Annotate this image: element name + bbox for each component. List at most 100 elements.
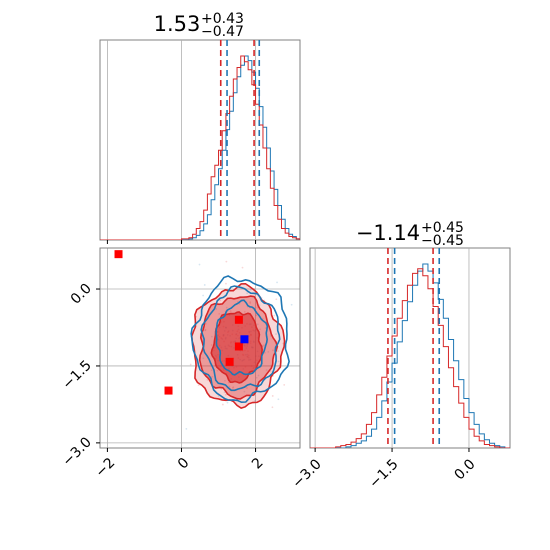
hist-y-panel: −3.0 −1.5 0.0 −1.14 +0.45 −0.45 [289, 220, 511, 492]
hist-y-ticks: −3.0 −1.5 0.0 [289, 448, 479, 492]
scatter-sample-dot [204, 328, 207, 331]
scatter-sample-dot [225, 306, 228, 309]
hist-y-title-minus: −0.45 [421, 233, 464, 249]
hist-x-series-red [100, 55, 300, 240]
hist-x-frame [99, 39, 301, 241]
scatter-sample-dot [257, 374, 260, 377]
scatter-sample-dot [249, 302, 252, 305]
scatter-sample-dot [273, 314, 276, 317]
scatter-sample-dot [224, 393, 227, 396]
scatter-marker-blue-0 [240, 335, 249, 344]
scatter-sample-dot [272, 349, 274, 352]
scatter-sample-dot [215, 308, 218, 310]
scatter-marker-red-1 [164, 386, 173, 395]
scatter-sample-dot [198, 263, 201, 266]
hist-y-tick-label-1: −1.5 [366, 456, 401, 491]
scatter-sample-dot [290, 303, 293, 306]
hist-y-content [310, 248, 510, 448]
scatter-sample-dot [283, 383, 286, 386]
scatter-sample-dot [265, 369, 268, 371]
scatter-sample-dot [259, 328, 261, 331]
scatter-ytick-label-1: −1.5 [59, 357, 94, 392]
hist-y-frame [309, 247, 511, 449]
scatter-sample-dot [197, 384, 200, 387]
hist-x-title-value: 1.53 [154, 12, 201, 36]
scatter-sample-dot [276, 281, 278, 284]
scatter-sample-dot [229, 310, 232, 313]
scatter-sample-dot [211, 375, 214, 378]
scatter-sample-dot [271, 395, 274, 397]
scatter-2d-frame [99, 247, 301, 449]
scatter-sample-dot [258, 304, 261, 307]
scatter-xtick-label-2: 2 [249, 455, 267, 473]
scatter-sample-dot [269, 370, 272, 373]
scatter-sample-dot [249, 301, 252, 303]
scatter-sample-dot [210, 335, 213, 338]
scatter-sample-dot [241, 266, 244, 269]
scatter-sample-dot [264, 351, 266, 354]
scatter-xtick-label-1: 0 [175, 455, 193, 473]
hist-y-title-value: −1.14 [356, 221, 420, 245]
hist-y-title-plus: +0.45 [421, 220, 464, 236]
scatter-sample-dot [226, 401, 229, 404]
scatter-sample-dot [204, 322, 207, 325]
scatter-sample-dot [202, 294, 205, 297]
hist-y-series-red [310, 268, 510, 448]
scatter-sample-dot [277, 350, 279, 352]
scatter-sample-dot [216, 369, 219, 372]
scatter-sample-dot [231, 387, 234, 389]
scatter-sample-dot [225, 260, 228, 263]
scatter-sample-dot [204, 329, 207, 332]
scatter-sample-dot [227, 381, 230, 384]
scatter-contour-blue-4 [200, 285, 281, 392]
scatter-sample-dot [210, 344, 213, 346]
hist-x-content [100, 40, 300, 240]
scatter-sample-dot [277, 360, 280, 363]
scatter-ytick-label-2: −3.0 [59, 434, 94, 469]
scatter-sample-dot [275, 333, 277, 335]
scatter-sample-dot [228, 385, 231, 388]
scatter-sample-dot [256, 306, 259, 309]
scatter-sample-dot [246, 387, 248, 389]
scatter-2d-panel: −2 0 2 0.0 −1.5 −3.0 [59, 247, 301, 481]
scatter-marker-red-3 [234, 342, 243, 351]
scatter-sample-dot [271, 406, 274, 409]
scatter-sample-dot [203, 284, 206, 286]
scatter-sample-dot [246, 292, 249, 295]
scatter-contour-blue-3 [215, 299, 269, 376]
scatter-sample-dot [185, 428, 188, 430]
scatter-sample-dot [243, 310, 246, 313]
scatter-sample-dot [253, 399, 256, 402]
scatter-sample-dot [256, 323, 259, 326]
scatter-sample-dot [267, 350, 270, 353]
hist-y-series-blue [310, 263, 510, 448]
hist-x-title: 1.53 [154, 12, 201, 36]
hist-x-ticks [106, 240, 257, 244]
scatter-sample-dot [210, 369, 213, 372]
hist-x-title-plus: +0.43 [201, 11, 244, 27]
scatter-sample-dot [202, 357, 205, 360]
hist-x-title-minus: −0.47 [201, 24, 244, 40]
scatter-sample-dot [206, 378, 209, 381]
scatter-sample-dot [243, 390, 246, 393]
scatter-sample-dot [218, 313, 221, 315]
scatter-sample-dot [255, 376, 258, 379]
scatter-sample-dot [221, 403, 224, 406]
scatter-sample-dot [224, 379, 226, 382]
scatter-marker-red-2 [234, 315, 243, 324]
scatter-2d-frame-bg [100, 248, 300, 448]
scatter-sample-dot [189, 363, 192, 366]
hist-y-tick-label-2: 0.0 [452, 456, 479, 483]
scatter-sample-dot [277, 398, 280, 401]
scatter-contour-blue-5 [190, 275, 290, 403]
hist-x-series-blue [100, 55, 300, 240]
scatter-xtick-label-0: −2 [93, 455, 119, 481]
scatter-marker-red-4 [225, 357, 234, 366]
scatter-sample-dot [225, 282, 227, 285]
hist-x-panel: 1.53 +0.43 −0.47 [99, 11, 301, 244]
scatter-sample-dot [232, 386, 235, 389]
scatter-sample-dot [219, 299, 222, 302]
scatter-marker-red-0 [114, 250, 123, 259]
scatter-2d-content [114, 250, 293, 430]
